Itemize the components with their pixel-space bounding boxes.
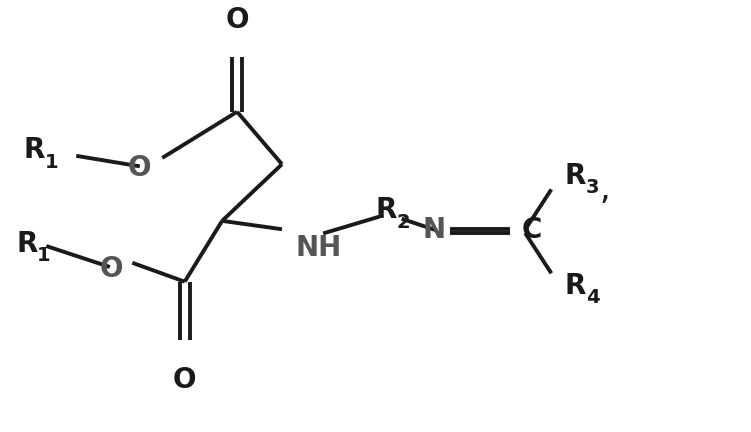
Text: R: R: [565, 162, 587, 190]
Text: 1: 1: [45, 152, 59, 172]
Text: O: O: [100, 255, 123, 283]
Text: R: R: [565, 272, 587, 300]
Text: O: O: [173, 365, 197, 394]
Text: 4: 4: [586, 288, 599, 307]
Text: R: R: [24, 137, 45, 164]
Text: ,: ,: [600, 173, 611, 206]
Text: N: N: [423, 216, 446, 244]
Text: 3: 3: [586, 178, 599, 197]
Text: C: C: [521, 216, 541, 244]
Text: O: O: [128, 154, 152, 182]
Text: R: R: [376, 197, 397, 224]
Text: R: R: [17, 230, 38, 258]
Text: 1: 1: [38, 246, 51, 265]
Text: 2: 2: [397, 213, 410, 232]
Text: O: O: [225, 6, 249, 34]
Text: NH: NH: [295, 234, 342, 262]
